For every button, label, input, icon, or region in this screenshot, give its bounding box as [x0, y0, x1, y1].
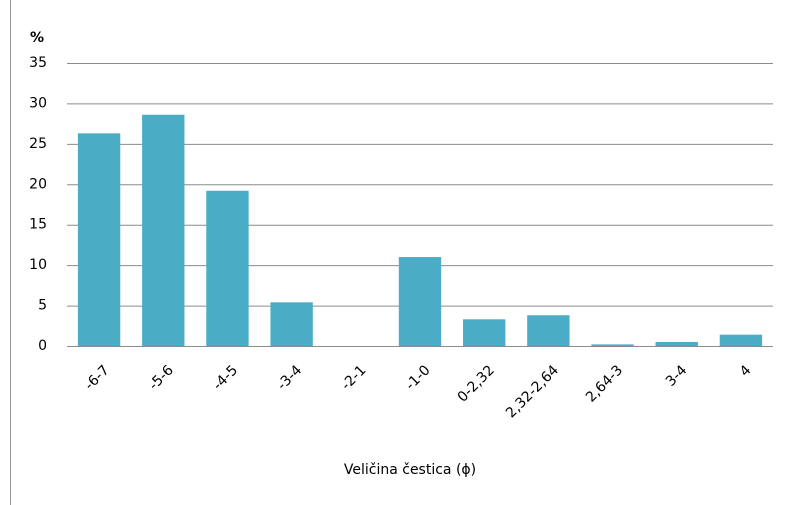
x-axis-label: Veličina čestica (ϕ)	[344, 462, 476, 478]
bar	[527, 315, 570, 346]
x-tick-label: 2,64-3	[583, 362, 626, 405]
y-tick-label: 30	[29, 95, 47, 111]
bar	[398, 257, 442, 346]
bar	[463, 319, 506, 346]
bar	[77, 133, 121, 346]
y-tick-label: 20	[29, 176, 47, 192]
x-tick-label: 2,32-2,64	[503, 362, 562, 421]
y-tick-label: 5	[38, 298, 47, 314]
x-tick-label: -4-5	[210, 362, 241, 393]
x-tick-label: -2-1	[338, 362, 369, 393]
y-tick-label: 0	[38, 338, 47, 354]
y-unit-label: %	[30, 30, 44, 46]
x-tick-label: -6-7	[82, 362, 113, 393]
y-tick-label: 10	[29, 257, 47, 273]
x-tick-label: -1-0	[403, 362, 434, 393]
x-tick-label: -3-4	[274, 362, 305, 393]
bar	[270, 302, 313, 346]
bar	[142, 114, 185, 347]
x-tick-label: 3-4	[663, 362, 691, 390]
y-tick-label: 25	[29, 136, 47, 152]
bar	[591, 344, 634, 346]
y-tick-label: 15	[29, 217, 47, 233]
bar	[206, 190, 249, 346]
y-tick-label: 35	[29, 55, 47, 71]
bar	[719, 334, 763, 346]
x-tick-label: 4	[737, 362, 755, 380]
x-tick-label: -5-6	[146, 362, 177, 393]
bar	[655, 341, 698, 346]
x-tick-label: 0-2,32	[455, 362, 498, 405]
